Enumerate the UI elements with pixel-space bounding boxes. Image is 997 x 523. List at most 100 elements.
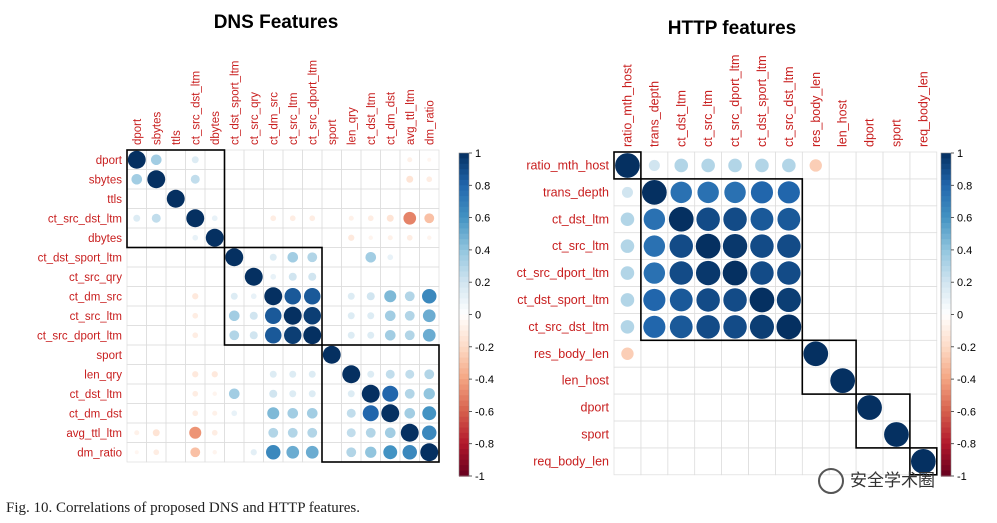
row-label: ct_dm_dst <box>69 408 123 420</box>
grid-cell <box>204 305 225 326</box>
column-label: ct_src_dst_ltm <box>782 66 796 147</box>
corr-circle <box>228 310 240 322</box>
chart-title: DNS Features <box>214 12 339 33</box>
grid-cell <box>321 266 342 287</box>
corr-circle <box>153 449 160 456</box>
grid-cell <box>419 188 440 209</box>
grid-cell <box>882 313 911 341</box>
corr-circle <box>189 426 202 439</box>
grid-cell <box>165 286 186 307</box>
corr-circle <box>669 234 693 258</box>
corr-circle <box>230 292 238 300</box>
chart-dns: DNS Features dport sbytes ttls ct_src_dst_lt… <box>37 12 494 483</box>
colorbar-segment <box>459 244 469 251</box>
corr-circle <box>192 332 199 339</box>
grid-cell <box>224 169 245 190</box>
colorbar-segment <box>941 438 951 445</box>
grid-cell <box>801 232 830 260</box>
grid-cell <box>165 325 186 346</box>
corr-circle <box>287 251 299 263</box>
colorbar-segment <box>941 233 951 240</box>
colorbar-segment <box>459 249 469 256</box>
colorbar-segment <box>941 271 951 278</box>
grid-cell <box>165 383 186 404</box>
colorbar-segment <box>459 416 469 423</box>
grid-cell <box>185 344 206 365</box>
corr-circle <box>782 158 796 173</box>
corr-circle <box>387 254 394 261</box>
grid-cell <box>341 344 362 365</box>
corr-circle <box>190 174 200 184</box>
colorbar-segment <box>459 153 469 159</box>
column-label: ct_src_dport_ltm <box>728 55 742 147</box>
grid-cell <box>243 364 264 385</box>
corr-circle <box>283 306 302 325</box>
colorbar-segment <box>459 196 469 203</box>
corr-circle <box>643 315 666 338</box>
colorbar-segment <box>941 174 951 181</box>
colorbar-segment <box>459 314 469 321</box>
corr-circle <box>669 288 693 312</box>
colorbar-segment <box>459 449 469 456</box>
colorbar-segment <box>459 384 469 391</box>
grid-cell <box>748 447 776 476</box>
corr-circle <box>367 331 375 339</box>
corr-circle <box>308 370 316 378</box>
grid-cell <box>399 188 420 209</box>
corr-circle <box>303 326 322 345</box>
corr-circle <box>403 211 417 225</box>
corr-circle <box>287 427 298 438</box>
grid-cell <box>828 151 857 180</box>
colorbar-segment <box>941 400 951 407</box>
row-label: ct_dm_src <box>69 291 122 303</box>
corr-circle <box>147 170 166 189</box>
grid-cell <box>801 420 830 449</box>
grid-cell <box>909 313 938 341</box>
grid-cell <box>909 420 938 449</box>
grid-cell <box>146 403 167 424</box>
colorbar-segment <box>459 373 469 380</box>
grid-cell <box>263 344 284 365</box>
grid-cell <box>146 188 167 209</box>
grid-cell <box>302 169 323 190</box>
colorbar-segment <box>941 346 951 353</box>
colorbar-segment <box>459 179 469 186</box>
colorbar-tick-label: -0.4 <box>957 374 976 386</box>
colorbar-segment <box>459 395 469 402</box>
grid-cell <box>748 339 776 368</box>
colorbar-segment <box>459 298 469 305</box>
colorbar-segment <box>941 212 951 219</box>
grid-cell <box>126 188 147 209</box>
grid-cell <box>640 366 669 395</box>
colorbar-segment <box>941 260 951 267</box>
cluster-box <box>855 393 911 449</box>
corr-circle <box>211 215 218 222</box>
corr-circle <box>264 287 283 306</box>
column-label: dbytes <box>210 111 222 145</box>
row-label: dm_ratio <box>77 447 122 459</box>
grid-cell <box>380 169 401 190</box>
grid-cell <box>204 169 225 190</box>
grid-cell <box>146 383 167 404</box>
corr-circle <box>192 293 199 300</box>
colorbar-tick-label: 0.4 <box>475 245 490 257</box>
grid-cell <box>204 149 225 170</box>
grid-cell <box>882 393 911 422</box>
grid-cell <box>855 313 884 341</box>
corr-circle <box>723 288 747 312</box>
colorbar-segment <box>459 411 469 418</box>
grid-cell <box>126 247 147 268</box>
grid-cell <box>165 227 186 248</box>
grid-cell <box>321 403 342 424</box>
grid-cell <box>399 344 420 365</box>
colorbar-segment <box>941 395 951 402</box>
colorbar-segment <box>941 179 951 186</box>
corr-circle <box>322 345 341 364</box>
grid-cell <box>146 227 167 248</box>
grid-cell <box>321 305 342 326</box>
cluster-box <box>223 246 323 346</box>
corr-circle <box>696 207 720 231</box>
corr-circle <box>212 391 217 396</box>
column-label: dport <box>863 118 877 147</box>
